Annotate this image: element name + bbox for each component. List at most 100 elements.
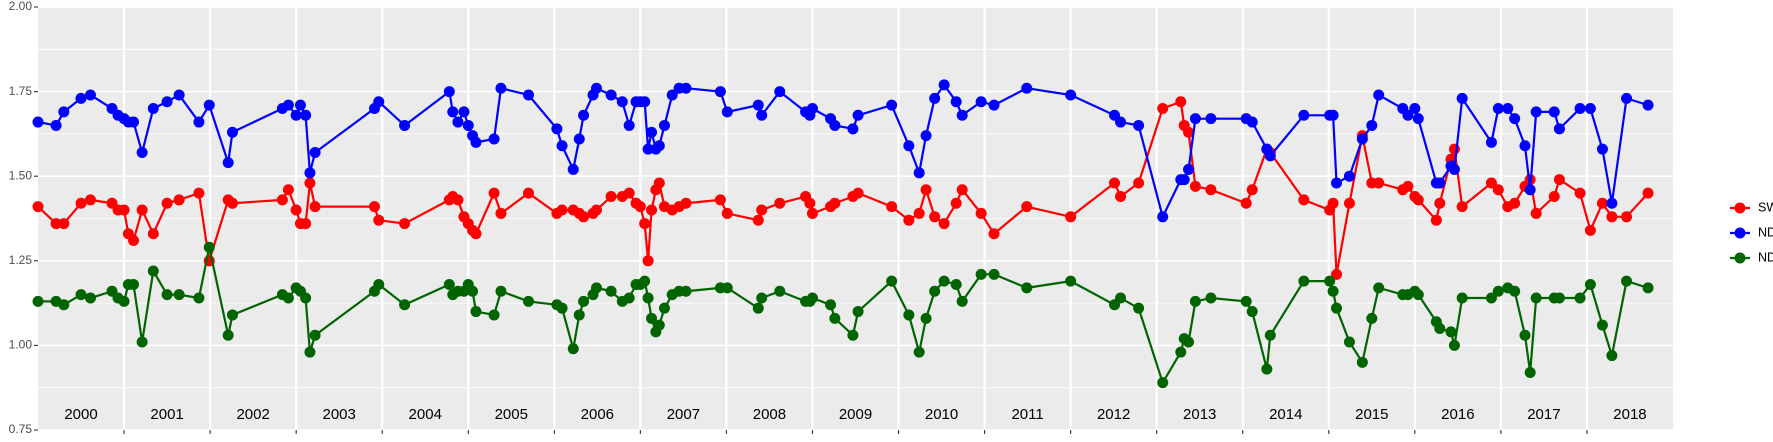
x-tick-label: 2017 — [1527, 406, 1560, 423]
x-tick-label: 2015 — [1355, 406, 1388, 423]
data-point — [1524, 184, 1536, 196]
data-point — [642, 292, 654, 304]
data-point — [1343, 197, 1355, 209]
data-point — [136, 147, 148, 159]
data-point — [639, 275, 651, 287]
data-point — [605, 89, 617, 101]
data-point — [1373, 89, 1385, 101]
data-point — [203, 99, 215, 111]
x-tick-label: 2005 — [495, 406, 528, 423]
data-point — [590, 82, 602, 94]
x-tick-label: 2010 — [925, 406, 958, 423]
data-point — [756, 204, 768, 216]
data-point — [226, 197, 238, 209]
data-point — [1373, 177, 1385, 189]
data-point — [304, 346, 316, 358]
data-point — [1240, 295, 1252, 307]
data-point — [956, 295, 968, 307]
data-point — [147, 228, 159, 240]
data-point — [658, 302, 670, 314]
x-tick-label: 2001 — [150, 406, 183, 423]
data-point — [714, 194, 726, 206]
data-point — [567, 163, 579, 175]
x-tick-label: 2007 — [667, 406, 700, 423]
data-point — [495, 207, 507, 219]
data-point — [1402, 109, 1414, 121]
data-point — [920, 130, 932, 142]
data-point — [975, 268, 987, 280]
data-point — [680, 197, 692, 209]
data-point — [1574, 292, 1586, 304]
data-point — [1115, 191, 1127, 203]
data-point — [282, 292, 294, 304]
data-point — [118, 295, 130, 307]
data-point — [58, 299, 70, 311]
data-point — [829, 119, 841, 131]
data-point — [84, 194, 96, 206]
data-point — [929, 285, 941, 297]
data-point — [1642, 99, 1654, 111]
data-point — [806, 292, 818, 304]
data-point — [590, 282, 602, 294]
data-point — [1373, 282, 1385, 294]
legend-item: NDWI — [1730, 250, 1773, 264]
data-point — [1412, 113, 1424, 125]
data-point — [161, 289, 173, 301]
data-point — [623, 119, 635, 131]
data-point — [1434, 197, 1446, 209]
data-point — [1356, 356, 1368, 368]
data-point — [847, 329, 859, 341]
data-point — [1133, 302, 1145, 314]
x-tick-label: 2016 — [1441, 406, 1474, 423]
data-point — [488, 133, 500, 145]
legend-item: NDVI — [1730, 225, 1773, 239]
data-point — [32, 116, 44, 128]
data-point — [452, 116, 464, 128]
data-point — [646, 204, 658, 216]
data-point — [721, 106, 733, 118]
data-point — [829, 312, 841, 324]
data-point — [938, 79, 950, 91]
legend-key — [1734, 202, 1746, 214]
y-tick-label: 1.00 — [9, 338, 33, 352]
data-point — [1205, 292, 1217, 304]
data-point — [721, 282, 733, 294]
data-point — [1485, 292, 1497, 304]
data-point — [495, 82, 507, 94]
data-point — [290, 109, 302, 121]
data-point — [470, 136, 482, 148]
data-point — [203, 241, 215, 253]
data-point — [1584, 224, 1596, 236]
data-point — [470, 228, 482, 240]
data-point — [605, 285, 617, 297]
data-point — [1434, 322, 1446, 334]
data-point — [653, 177, 665, 189]
data-point — [1065, 211, 1077, 223]
data-point — [300, 218, 312, 230]
data-point — [1298, 109, 1310, 121]
data-point — [1606, 350, 1618, 362]
data-point — [852, 109, 864, 121]
data-point — [1492, 285, 1504, 297]
data-point — [616, 96, 628, 108]
data-point — [399, 299, 411, 311]
data-point — [462, 119, 474, 131]
legend-key — [1734, 252, 1746, 264]
data-point — [623, 292, 635, 304]
data-point — [666, 89, 678, 101]
data-point — [1298, 275, 1310, 287]
data-point — [1189, 113, 1201, 125]
data-point — [147, 265, 159, 277]
data-point — [1448, 143, 1460, 155]
data-point — [578, 109, 590, 121]
data-point — [1240, 197, 1252, 209]
data-point — [373, 214, 385, 226]
data-point — [556, 204, 568, 216]
y-tick-label: 1.25 — [9, 253, 33, 267]
data-point — [173, 289, 185, 301]
data-point — [50, 218, 62, 230]
series — [32, 241, 1654, 389]
data-point — [226, 126, 238, 138]
data-point — [1356, 133, 1368, 145]
